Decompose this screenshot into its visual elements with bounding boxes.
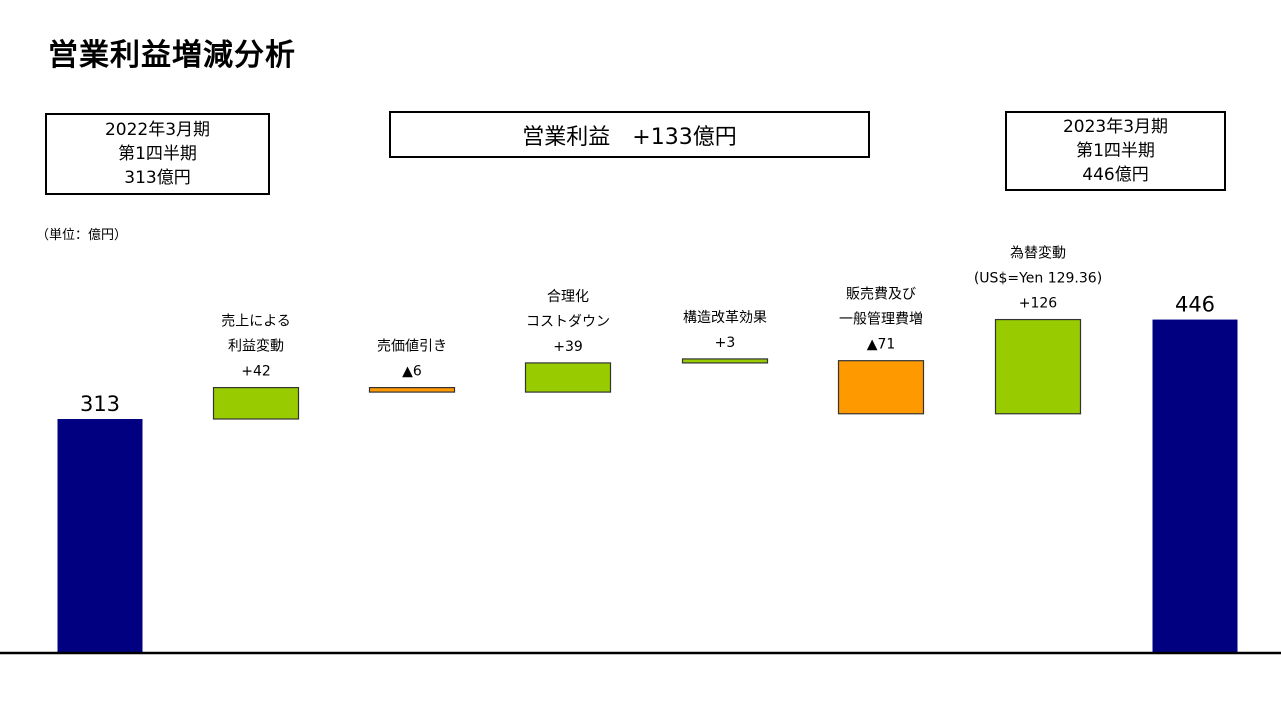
bar-label-2-2: 利益変動 [228,338,284,355]
bar-label-1-1: 313 [80,392,120,416]
bar-2 [212,387,300,420]
current-period-label: 2023年3月期 [1062,117,1169,137]
bar-label-6-2: 一般管理費増 [839,312,923,328]
previous-profit-value: 313億円 [124,168,191,188]
previous-period-box: 2022年3月期 第1四半期 313億円 [45,113,270,195]
bar-5 [681,358,769,364]
bar-1 [57,419,143,653]
previous-period-label: 2022年3月期 [104,120,211,140]
bar-3 [368,387,456,393]
bar-7 [994,318,1082,415]
bar-6 [837,360,925,415]
bar-8 [1152,319,1238,653]
unit-label: （単位：億円） [36,228,128,243]
bar-label-3-2: ▲6 [402,364,422,380]
bar-label-8-1: 446 [1175,293,1215,317]
current-period-box: 2023年3月期 第1四半期 446億円 [1005,111,1226,191]
bar-label-2-3: +42 [241,364,271,380]
bar-label-3-1: 売価値引き [377,339,447,355]
page-title: 営業利益増減分析 [48,38,296,73]
current-profit-value: 446億円 [1082,165,1149,185]
bar-label-5-2: +3 [715,335,736,351]
bar-label-4-2: コストダウン [526,314,610,330]
bar-label-4-3: +39 [553,339,583,355]
bar-label-2-1: 売上による [221,314,291,330]
previous-quarter-label: 第1四半期 [118,144,197,164]
bar-label-6-1: 販売費及び [846,287,916,303]
bar-label-7-1: 為替変動 [1010,245,1066,262]
profit-change-box: 営業利益 +133億円 [389,111,870,158]
bar-4 [524,362,612,393]
bar-label-5-1: 構造改革効果 [683,310,767,326]
current-quarter-label: 第1四半期 [1076,141,1155,161]
bar-label-7-3: +126 [1019,296,1058,312]
bar-label-6-3: ▲71 [867,337,896,353]
bar-label-7-2: (US$=Yen 129.36) [974,271,1102,287]
bar-label-4-1: 合理化 [547,289,589,305]
profit-change-text: 営業利益 +133億円 [522,124,737,150]
